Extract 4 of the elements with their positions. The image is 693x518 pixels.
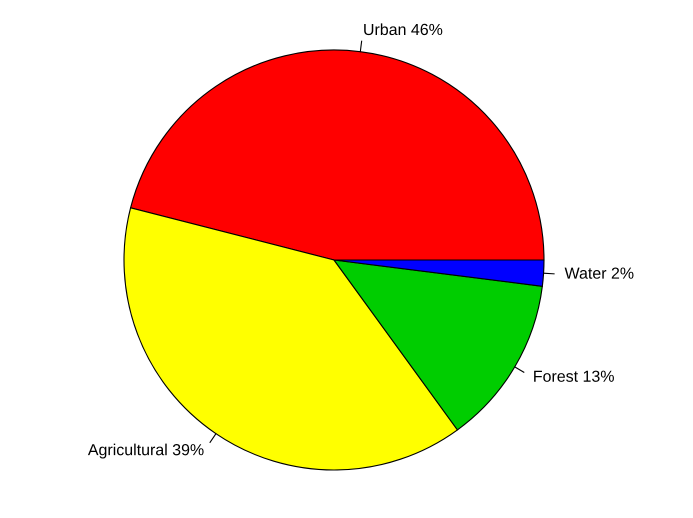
slice-label: Urban 46% [364, 23, 442, 36]
slice-label: Water 2% [564, 267, 634, 279]
slice-label: Agricultural 39% [88, 444, 204, 458]
slice-label: Forest 13% [534, 370, 614, 382]
